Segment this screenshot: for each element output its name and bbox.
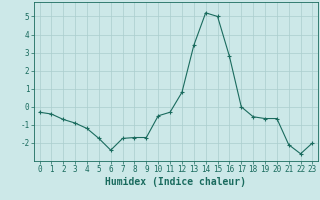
X-axis label: Humidex (Indice chaleur): Humidex (Indice chaleur)	[106, 177, 246, 187]
